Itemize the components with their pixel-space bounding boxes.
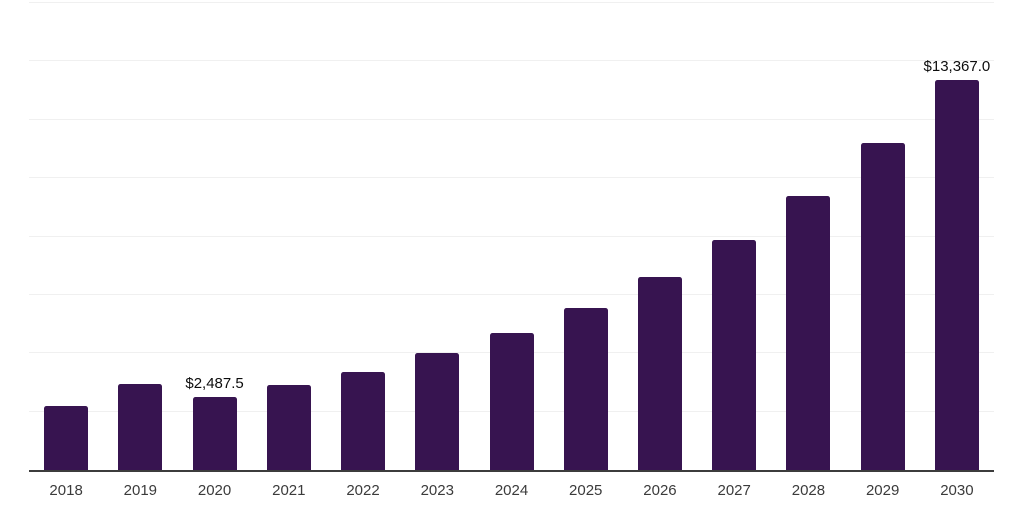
x-tick-label-2022: 2022: [346, 482, 380, 499]
bar-2025: [563, 308, 608, 470]
bar-2022: [341, 372, 386, 470]
gridline: [29, 235, 994, 237]
x-tick-label-2024: 2024: [494, 482, 529, 499]
gridline: [29, 118, 994, 120]
data-label-2030: $13,367.0: [923, 57, 991, 75]
bar-2021: [266, 385, 311, 470]
bar-2023: [415, 353, 460, 470]
x-tick-label-2018: 2018: [49, 482, 83, 499]
x-tick-label-2029: 2029: [865, 482, 900, 499]
bar-2024: [489, 333, 534, 470]
bar-2020: [192, 397, 237, 470]
x-tick-label-2030: 2030: [940, 482, 974, 499]
x-tick-label-2028: 2028: [791, 482, 826, 499]
bar-2018: [44, 406, 89, 470]
bar-2030: [934, 79, 979, 470]
bar-2027: [712, 240, 757, 470]
x-tick-label-2023: 2023: [420, 482, 454, 499]
x-tick-label-2025: 2025: [569, 482, 603, 499]
gridline: [29, 60, 994, 62]
x-tick-label-2021: 2021: [272, 482, 306, 499]
bar-2028: [786, 195, 831, 470]
bar-2029: [860, 142, 905, 470]
x-axis-line: [29, 470, 994, 472]
x-tick-label-2020: 2020: [197, 482, 232, 499]
data-label-2020: $2,487.5: [185, 375, 244, 393]
plot-area: $2,487.5 $13,367.0 2018 2019 2020 2021 2022 20…: [29, 2, 994, 498]
gridline: [29, 2, 994, 3]
x-tick-label-2026: 2026: [643, 482, 677, 499]
x-tick-label-2019: 2019: [123, 482, 158, 499]
bar-2019: [118, 384, 163, 470]
x-tick-label-2027: 2027: [717, 482, 751, 499]
bar-2026: [637, 276, 682, 470]
gridline: [29, 177, 994, 179]
gridline: [29, 293, 994, 295]
